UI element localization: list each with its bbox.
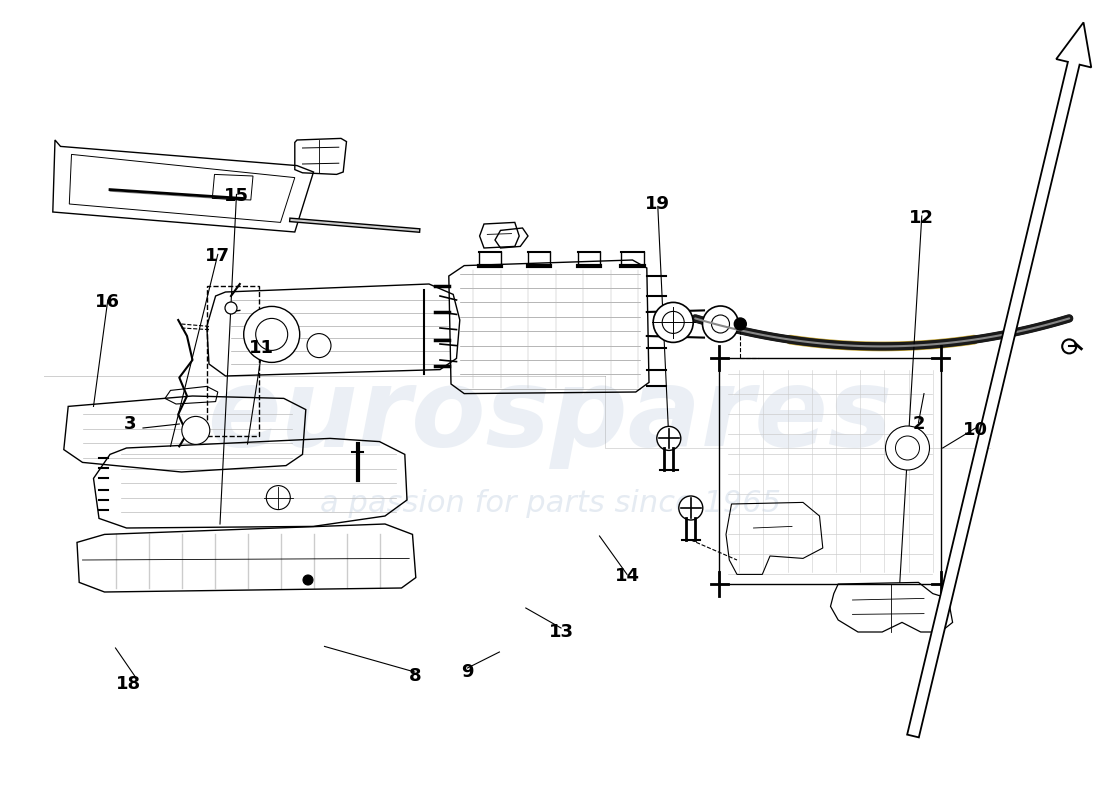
Circle shape (653, 302, 693, 342)
Circle shape (662, 311, 684, 334)
Text: 10: 10 (964, 422, 988, 439)
Text: a passion for parts since 1965: a passion for parts since 1965 (319, 490, 781, 518)
Text: 14: 14 (615, 567, 639, 585)
Circle shape (735, 318, 746, 330)
Circle shape (657, 426, 681, 450)
Text: eurospares: eurospares (207, 363, 893, 469)
Circle shape (1063, 339, 1076, 354)
Text: 9: 9 (461, 663, 474, 681)
Circle shape (244, 306, 299, 362)
Circle shape (886, 426, 929, 470)
Circle shape (895, 436, 920, 460)
Circle shape (307, 334, 331, 358)
Text: 15: 15 (224, 187, 249, 205)
Circle shape (302, 575, 313, 585)
Text: 2: 2 (912, 415, 925, 433)
Polygon shape (908, 22, 1091, 738)
Circle shape (703, 306, 738, 342)
Text: 12: 12 (910, 209, 934, 226)
Circle shape (712, 315, 729, 333)
Text: 17: 17 (206, 247, 230, 265)
Text: 19: 19 (646, 195, 670, 213)
Circle shape (182, 416, 210, 445)
Circle shape (679, 496, 703, 520)
Text: 13: 13 (549, 623, 573, 641)
Text: 16: 16 (96, 294, 120, 311)
Text: 11: 11 (250, 339, 274, 357)
Circle shape (226, 302, 236, 314)
Text: 18: 18 (117, 675, 141, 693)
Text: 8: 8 (408, 667, 421, 685)
Text: 3: 3 (123, 415, 136, 433)
Circle shape (266, 486, 290, 510)
Circle shape (255, 318, 288, 350)
